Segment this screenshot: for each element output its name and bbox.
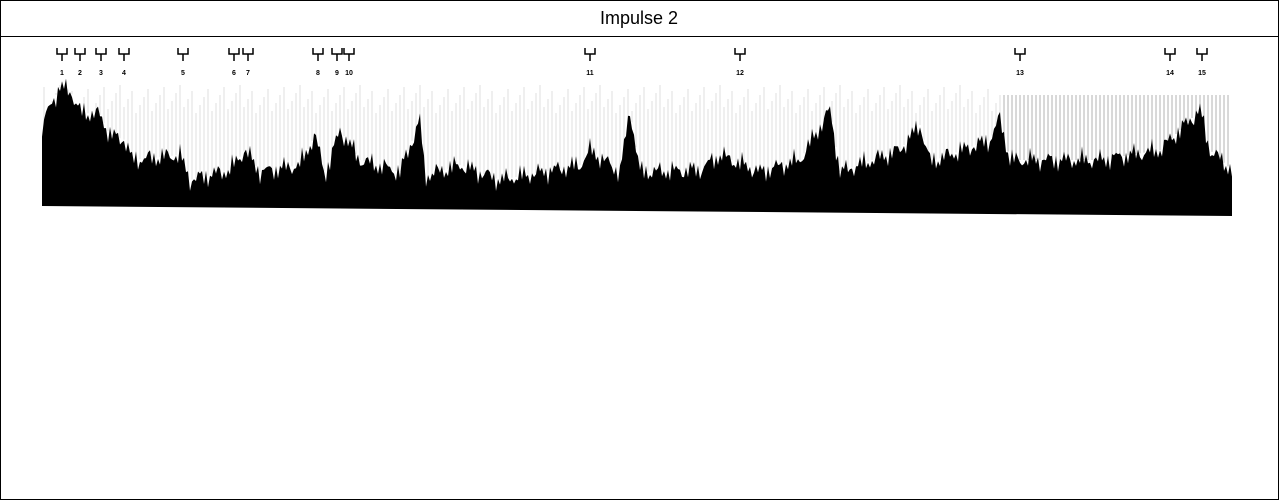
marker-label: 11 [586,70,594,77]
marker-label: 4 [122,70,126,77]
marker-label: 14 [1166,70,1174,77]
marker-fork [74,48,86,61]
marker-label: 13 [1016,70,1024,77]
trace-silhouette [42,78,1232,216]
marker-fork [228,48,240,61]
marker-label: 7 [246,70,250,77]
marker-fork [177,48,189,61]
marker-label: 12 [736,70,744,77]
marker-label: 8 [316,70,320,77]
marker-fork [1196,48,1208,61]
marker-label: 9 [335,70,339,77]
marker-fork [343,48,355,61]
marker-label: 3 [99,70,103,77]
marker-label: 10 [345,70,353,77]
trace-image [42,78,1232,216]
marker-fork [312,48,324,61]
marker-fork [331,48,343,61]
marker-fork [584,48,596,61]
marker-fork [734,48,746,61]
marker-label: 2 [78,70,82,77]
marker-label: 15 [1198,70,1206,77]
marker-fork [95,48,107,61]
marker-fork [56,48,68,61]
marker-label: 5 [181,70,185,77]
marker-fork [242,48,254,61]
marker-fork [1164,48,1176,61]
markers: 1 2 3 4 5 6 7 8 9 10 11 12 13 14 15 [56,48,1208,77]
marker-label: 6 [232,70,236,77]
marker-fork [118,48,130,61]
header-title: Impulse 2 [600,8,678,28]
marker-label: 1 [60,70,64,77]
marker-fork [1014,48,1026,61]
